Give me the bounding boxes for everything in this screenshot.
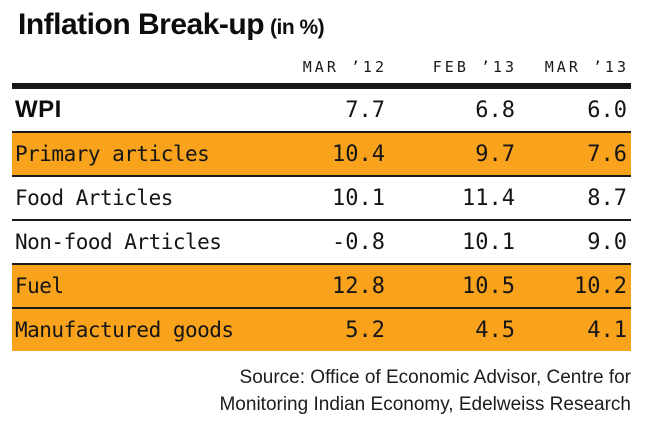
- row-label: WPI: [15, 96, 62, 123]
- cell-feb13: 4.5: [475, 317, 515, 343]
- table-row-primary-articles: Primary articles 10.4 9.7 7.6: [12, 131, 631, 175]
- source-attribution: Source: Office of Economic Advisor, Cent…: [219, 367, 631, 415]
- inflation-breakup-graphic: Inflation Break-up (in %) MAR ’12 FEB ’13…: [0, 8, 650, 427]
- table-row-manufactured-goods: Manufactured goods 5.2 4.5 4.1: [12, 307, 631, 351]
- page-title: Inflation Break-up (in %): [18, 8, 650, 42]
- table-row-fuel: Fuel 12.8 10.5 10.2: [12, 263, 631, 307]
- table-row-food-articles: Food Articles 10.1 11.4 8.7: [12, 175, 631, 219]
- table-header-row: MAR ’12 FEB ’13 MAR ’13: [12, 58, 631, 87]
- row-label: Primary articles: [15, 142, 210, 166]
- table-row-non-food-articles: Non-food Articles -0.8 10.1 9.0: [12, 219, 631, 263]
- table-row-wpi: WPI 7.7 6.8 6.0: [12, 87, 631, 131]
- cell-mar12: 10.4: [332, 141, 385, 167]
- cell-mar13: 6.0: [587, 97, 627, 123]
- cell-mar13: 9.0: [587, 229, 627, 255]
- title-unit-suffix: (in %): [270, 16, 325, 39]
- cell-mar13: 4.1: [587, 317, 627, 343]
- column-header-feb13: FEB ’13: [432, 58, 517, 76]
- cell-mar13: 8.7: [587, 185, 627, 211]
- cell-mar12: 7.7: [345, 97, 385, 123]
- column-header-mar13: MAR ’13: [544, 58, 629, 76]
- row-label: Fuel: [15, 274, 64, 298]
- cell-feb13: 9.7: [475, 141, 515, 167]
- cell-mar13: 7.6: [587, 141, 627, 167]
- cell-mar12: 12.8: [332, 273, 385, 299]
- cell-mar12: 10.1: [332, 185, 385, 211]
- inflation-table: MAR ’12 FEB ’13 MAR ’13 WPI 7.7 6.8 6.0 …: [12, 58, 631, 351]
- column-header-mar12: MAR ’12: [302, 58, 387, 76]
- cell-feb13: 6.8: [475, 97, 515, 123]
- cell-feb13: 11.4: [462, 185, 515, 211]
- title-text: Inflation Break-up: [18, 8, 265, 41]
- cell-feb13: 10.5: [462, 273, 515, 299]
- cell-mar12: 5.2: [345, 317, 385, 343]
- cell-feb13: 10.1: [462, 229, 515, 255]
- row-label: Manufactured goods: [15, 318, 234, 342]
- cell-mar12: -0.8: [332, 229, 385, 255]
- cell-mar13: 10.2: [574, 273, 627, 299]
- row-label: Food Articles: [15, 186, 173, 210]
- row-label: Non-food Articles: [15, 230, 222, 254]
